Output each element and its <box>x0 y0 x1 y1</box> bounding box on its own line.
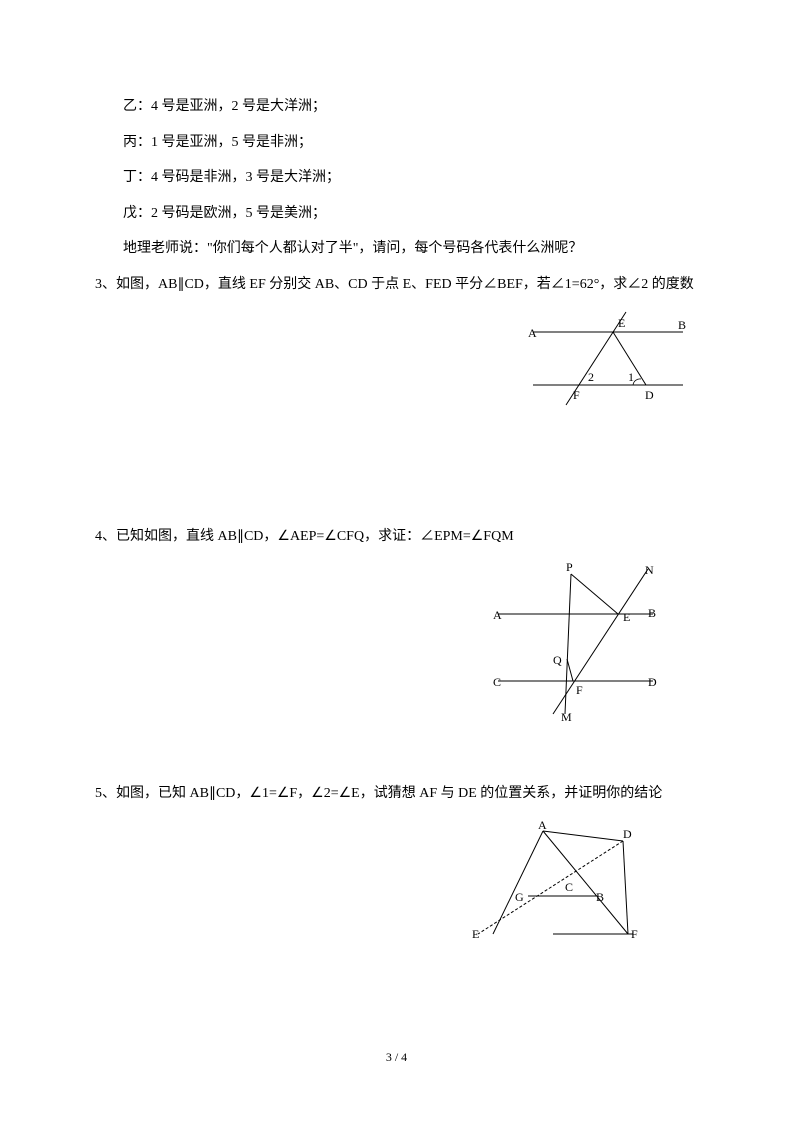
question-5-text: 5、如图，已知 AB∥CD，∠1=∠F，∠2=∠E，试猜想 AF 与 DE 的位… <box>95 777 698 811</box>
svg-text:A: A <box>528 326 537 340</box>
svg-text:B: B <box>596 890 604 904</box>
svg-text:F: F <box>631 927 638 941</box>
svg-text:C: C <box>565 880 573 894</box>
svg-text:B: B <box>648 606 656 620</box>
svg-text:C: C <box>493 675 501 689</box>
question-3-text: 3、如图，AB∥CD，直线 EF 分别交 AB、CD 于点 E、FED 平分∠B… <box>95 268 698 302</box>
svg-text:N: N <box>645 563 654 577</box>
svg-text:G: G <box>515 890 524 904</box>
line-teacher: 地理老师说："你们每个人都认对了半"，请问，每个号码各代表什么洲呢？ <box>95 232 698 266</box>
svg-text:Q: Q <box>553 653 562 667</box>
svg-text:M: M <box>561 710 572 724</box>
svg-text:D: D <box>645 388 654 402</box>
page-footer: 3 / 4 <box>0 1043 793 1072</box>
line-wu: 戊：2 号码是欧洲，5 号是美洲； <box>95 197 698 231</box>
svg-text:F: F <box>576 683 583 697</box>
svg-text:D: D <box>648 675 657 689</box>
figure-4: A B C D E F P Q M N <box>483 559 668 738</box>
svg-text:D: D <box>623 827 632 841</box>
line-bing: 丙：1 号是亚洲，5 号是非洲； <box>95 126 698 160</box>
svg-text:A: A <box>493 608 502 622</box>
svg-text:E: E <box>618 316 625 330</box>
svg-text:E: E <box>623 610 630 624</box>
svg-text:F: F <box>573 388 580 402</box>
svg-text:1: 1 <box>628 370 634 384</box>
line-yi: 乙：4 号是亚洲，2 号是大洋洲； <box>95 90 698 124</box>
line-ding: 丁：4 号码是非洲，3 号是大洋洲； <box>95 161 698 195</box>
figure-5: A D E F G B C <box>468 816 643 970</box>
svg-text:A: A <box>538 818 547 832</box>
svg-text:E: E <box>472 927 479 941</box>
question-4-text: 4、已知如图，直线 AB∥CD，∠AEP=∠CFQ，求证：∠EPM=∠FQM <box>95 520 698 554</box>
figure-3: A B E F D 2 1 <box>518 307 698 426</box>
svg-text:P: P <box>566 560 573 574</box>
svg-text:B: B <box>678 318 686 332</box>
svg-text:2: 2 <box>588 370 594 384</box>
